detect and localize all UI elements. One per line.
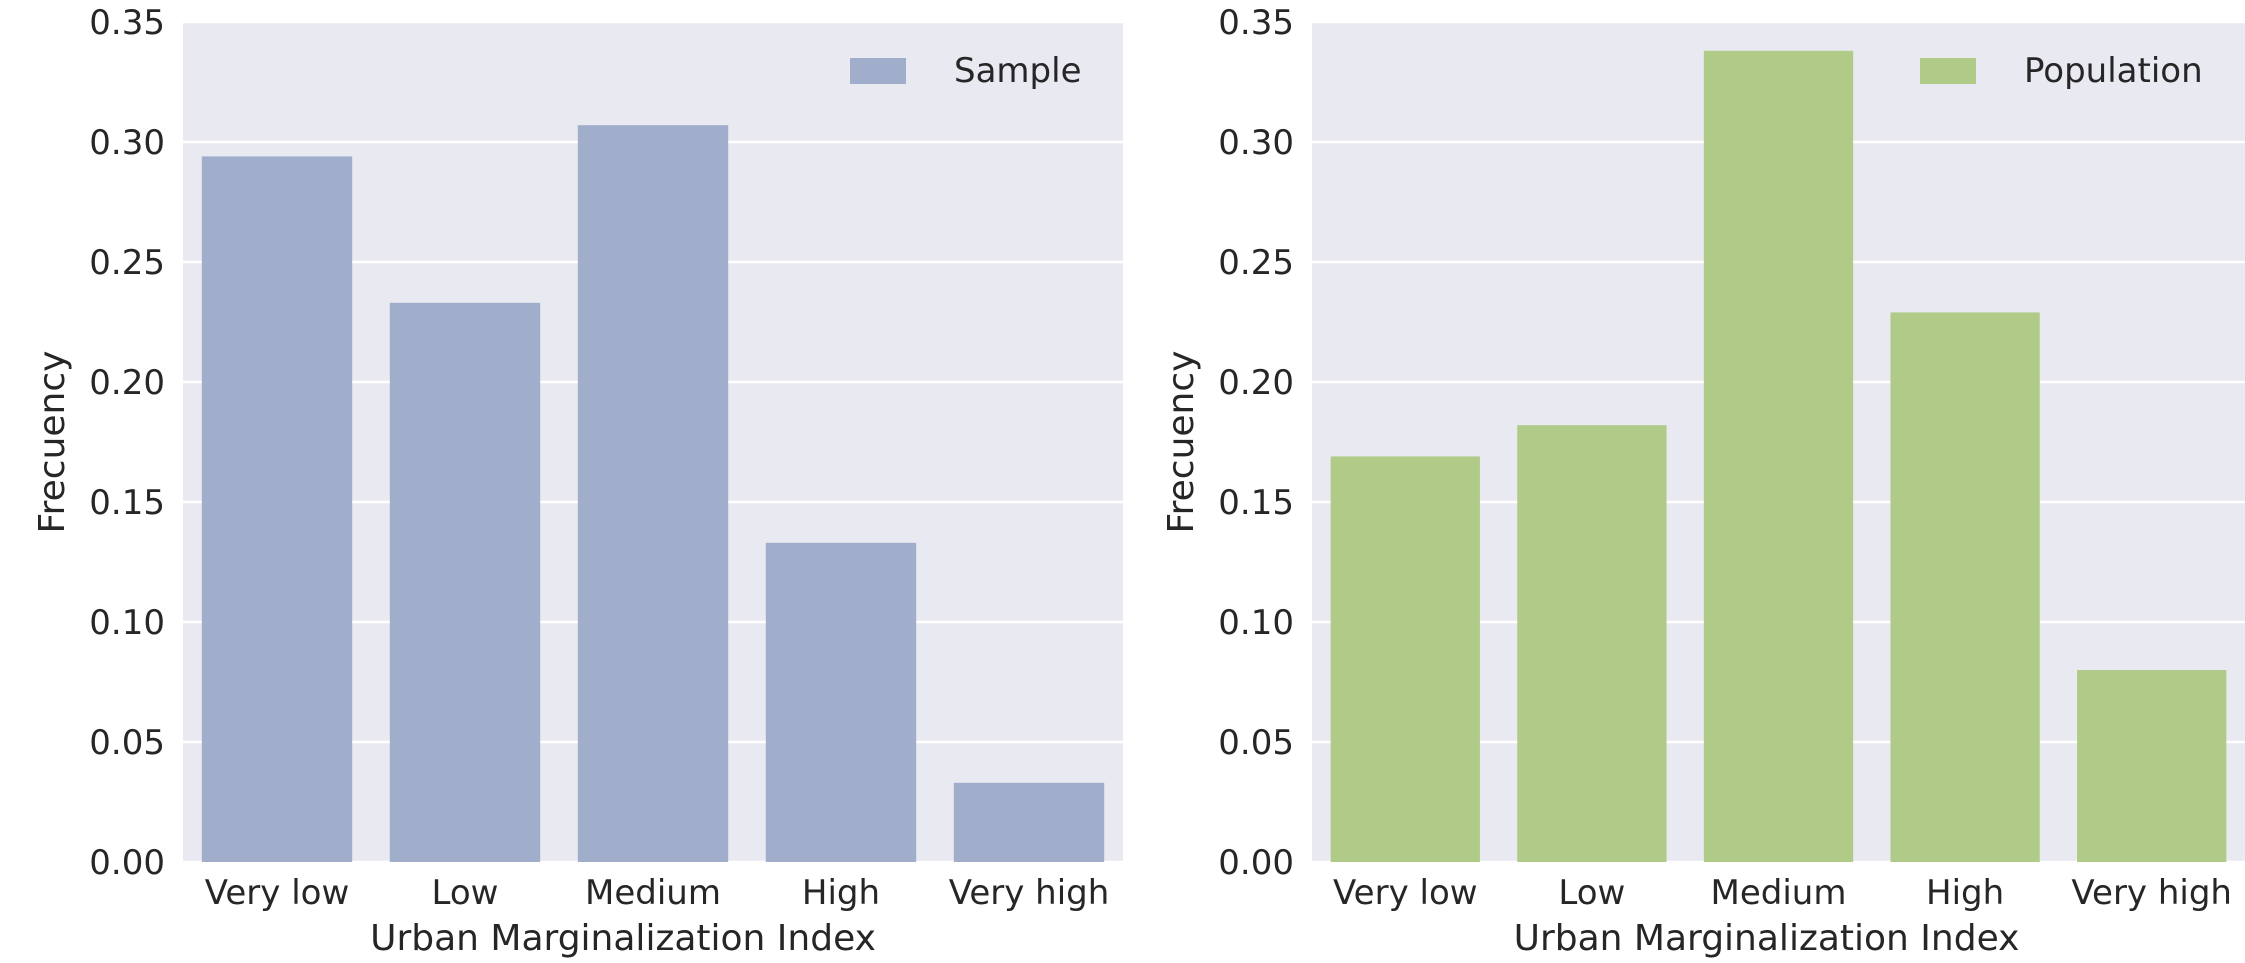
- chart-panel-population: 0.00 0.05 0.10 0.15 0.20 0.25 0.30 0.35 Very low…: [1161, 3, 2245, 959]
- x-axis-label: Urban Marginalization Index: [370, 918, 876, 959]
- bar-very-high: [2077, 670, 2226, 862]
- x-tick-label: Low: [1558, 873, 1625, 913]
- y-tick-label: 0.25: [89, 243, 165, 283]
- x-tick-label: High: [1926, 873, 2004, 913]
- y-tick-label: 0.05: [1218, 723, 1294, 763]
- legend-swatch: [850, 58, 906, 84]
- y-tick-label: 0.00: [89, 843, 165, 883]
- y-tick-label: 0.05: [89, 723, 165, 763]
- bar-high: [1890, 312, 2039, 862]
- y-tick-label: 0.30: [89, 123, 165, 163]
- x-tick-label: Very low: [1333, 873, 1478, 913]
- bar-very-low: [202, 156, 352, 862]
- y-tick-label: 0.35: [89, 3, 165, 43]
- y-tick-label: 0.25: [1218, 243, 1294, 283]
- x-tick-label: Medium: [585, 873, 721, 913]
- bar-very-low: [1331, 456, 1480, 862]
- y-tick-label: 0.10: [89, 603, 165, 643]
- legend-swatch: [1920, 58, 1976, 84]
- x-tick-label: Medium: [1711, 873, 1847, 913]
- x-tick-label: Very low: [205, 873, 350, 913]
- x-axis-label: Urban Marginalization Index: [1514, 918, 2020, 959]
- legend-label: Sample: [954, 51, 1081, 91]
- bar-very-high: [954, 783, 1104, 862]
- x-tick-label: High: [802, 873, 880, 913]
- y-tick-label: 0.15: [89, 483, 165, 523]
- chart-panel-sample: 0.00 0.05 0.10 0.15 0.20 0.25 0.30 0.35 Very low…: [32, 3, 1123, 959]
- bar-medium: [1704, 51, 1853, 862]
- bar-medium: [578, 125, 728, 862]
- y-axis-label: Frecuency: [32, 351, 73, 534]
- x-tick-label: Very high: [2071, 873, 2232, 913]
- bar-low: [390, 303, 540, 862]
- y-tick-label: 0.35: [1218, 3, 1294, 43]
- bar-low: [1517, 425, 1666, 862]
- y-tick-label: 0.10: [1218, 603, 1294, 643]
- y-tick-label: 0.15: [1218, 483, 1294, 523]
- x-tick-label: Low: [432, 873, 499, 913]
- y-tick-label: 0.20: [89, 363, 165, 403]
- x-tick-label: Very high: [949, 873, 1110, 913]
- y-tick-label: 0.20: [1218, 363, 1294, 403]
- bar-high: [766, 543, 916, 862]
- y-tick-label: 0.30: [1218, 123, 1294, 163]
- y-axis-label: Frecuency: [1161, 351, 1202, 534]
- y-tick-label: 0.00: [1218, 843, 1294, 883]
- legend-label: Population: [2024, 51, 2203, 91]
